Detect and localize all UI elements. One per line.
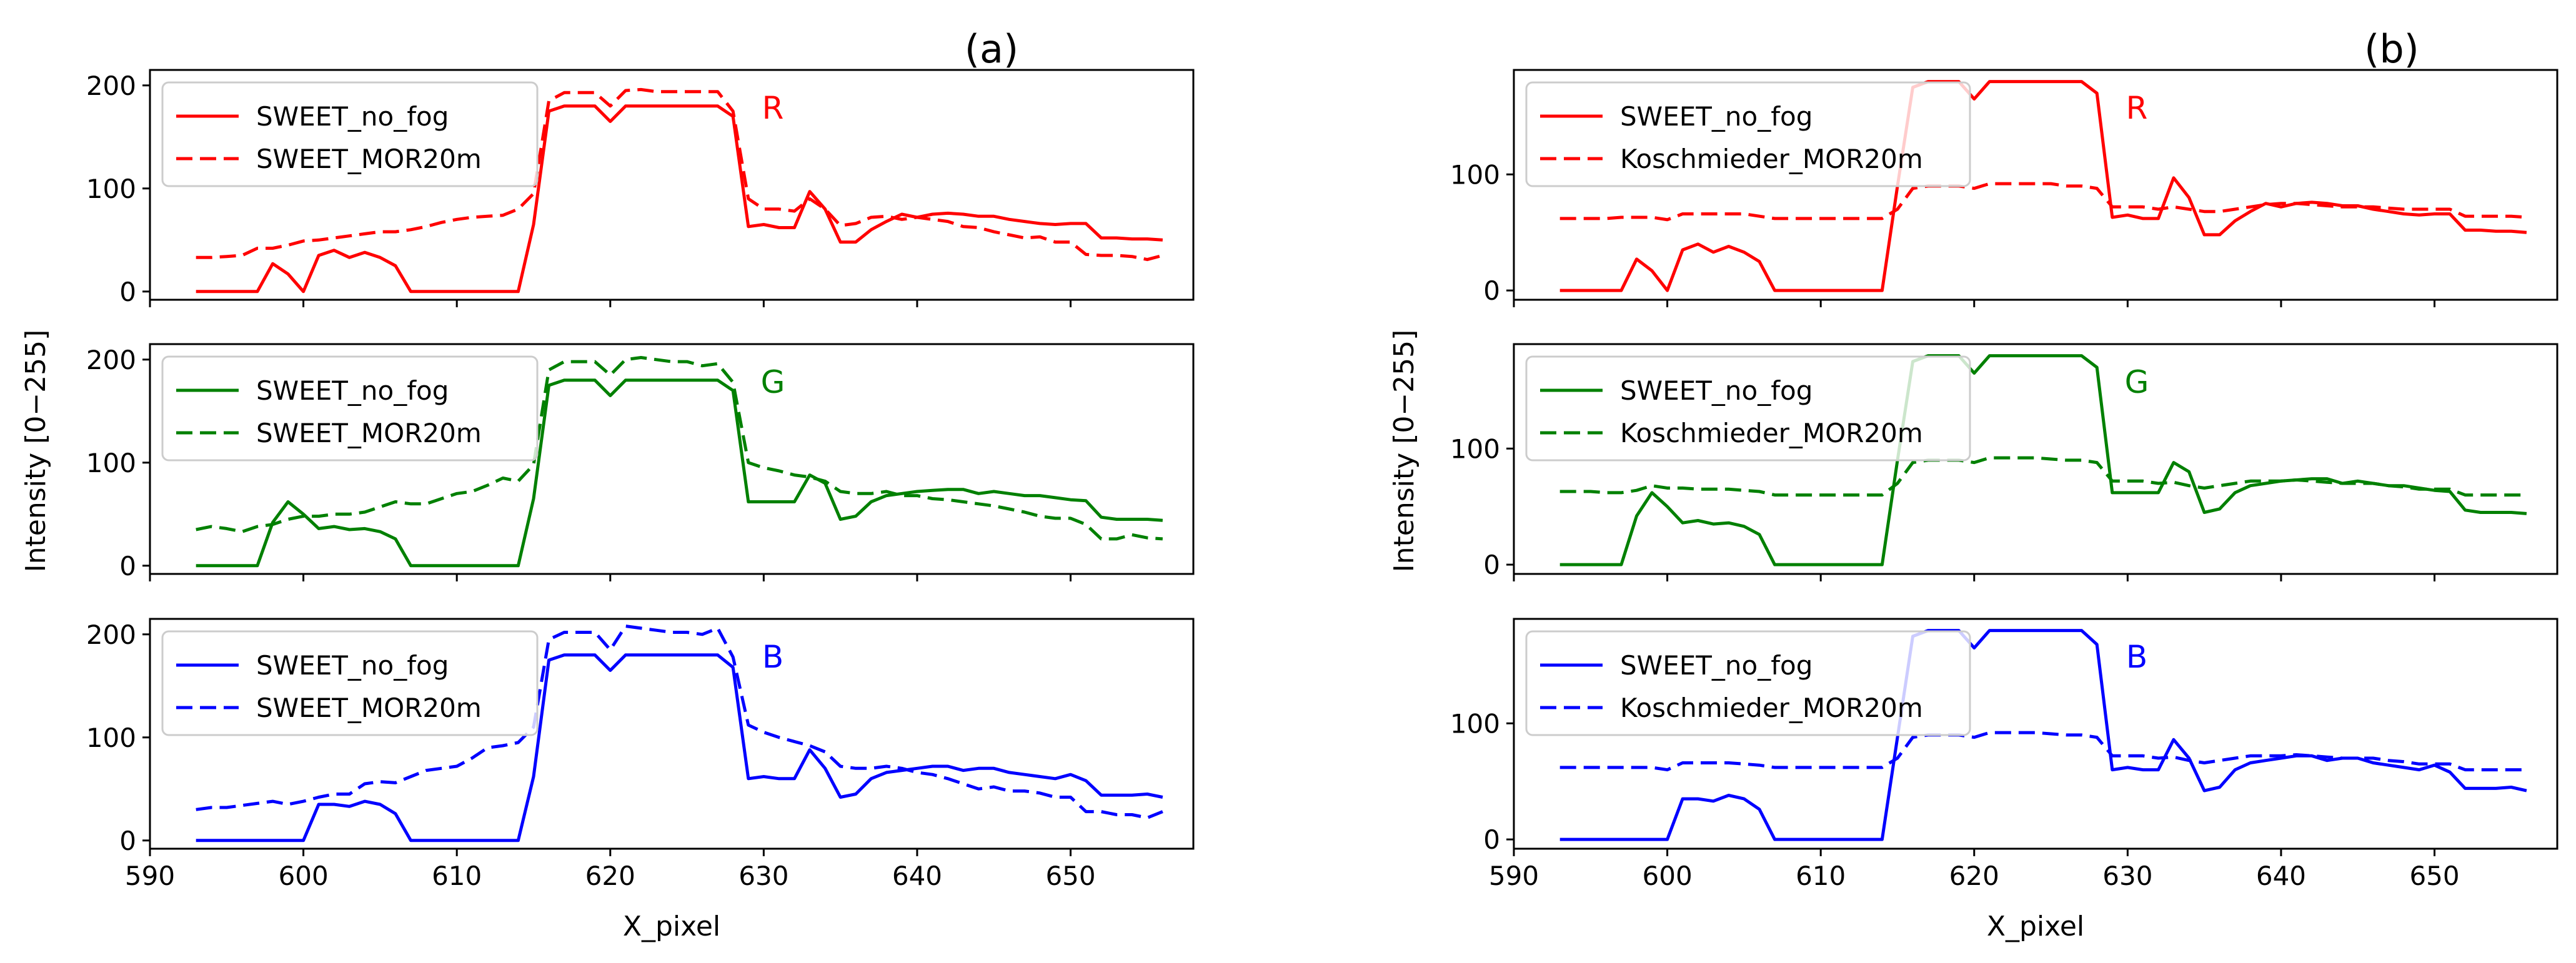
y-tick-label: 100: [86, 448, 136, 478]
axes-frame: [1513, 618, 2559, 850]
subplots: 0 100 200 SWEET_no_fog SWEET_MOR20m R 0 100 200 S…: [86, 69, 2559, 891]
x-tick-label: 590: [125, 861, 175, 891]
series-line-SWEET_no_fog: [1559, 80, 2527, 292]
series-line-SWEET_MOR20m: [196, 356, 1163, 541]
legend: SWEET_no_fog Koschmieder_MOR20m: [1525, 630, 1971, 736]
x-tick-label: 630: [2102, 861, 2152, 891]
legend-box: [1525, 81, 1971, 187]
channel-label: G: [2125, 364, 2149, 400]
x-tick-label: 640: [892, 861, 942, 891]
legend-box: [1525, 630, 1971, 736]
y-tick-label: 0: [119, 551, 136, 581]
y-tick-label: 200: [86, 620, 136, 650]
subplot-2-b: 0 100 200 590 600 610 620 630 640 650 SWEET_no_fog…: [86, 618, 1195, 891]
legend-box: [161, 355, 539, 462]
axes-frame: [149, 618, 1195, 850]
series-line-SWEET_no_fog: [196, 378, 1163, 568]
legend: SWEET_no_fog SWEET_MOR20m: [161, 630, 539, 736]
series-line-SWEET_no_fog: [196, 653, 1163, 842]
channel-label: R: [2126, 90, 2148, 126]
series-line-Koschmieder_MOR20m: [1559, 456, 2527, 497]
panel-b-tag: (b): [2364, 26, 2419, 72]
channel-label: G: [761, 364, 785, 400]
x-tick-label: 600: [279, 861, 329, 891]
legend-label: SWEET_MOR20m: [256, 693, 482, 723]
x-tick-label: 600: [1643, 861, 1693, 891]
y-tick-label: 100: [1450, 433, 1500, 464]
legend-label: SWEET_no_fog: [256, 101, 449, 132]
subplot-4-g: 0 100 SWEET_no_fog Koschmieder_MOR20m G: [1450, 343, 2559, 581]
axes-frame: [1513, 343, 2559, 575]
legend: SWEET_no_fog SWEET_MOR20m: [161, 355, 539, 462]
series-line-SWEET_no_fog: [1559, 629, 2527, 841]
legend: SWEET_no_fog SWEET_MOR20m: [161, 81, 539, 187]
y-tick-label: 0: [1483, 824, 1500, 855]
x-tick-label: 650: [1045, 861, 1095, 891]
series-line-Koschmieder_MOR20m: [1559, 182, 2527, 222]
legend-box: [161, 630, 539, 736]
x-tick-label: 640: [2256, 861, 2306, 891]
subplot-0-r: 0 100 200 SWEET_no_fog SWEET_MOR20m R: [86, 69, 1195, 307]
legend-box: [161, 81, 539, 187]
panel-a-tag: (a): [965, 26, 1018, 72]
y-tick-label: 200: [86, 345, 136, 375]
y-tick-label: 100: [1450, 708, 1500, 739]
panel-a-xlabel: X_pixel: [623, 911, 720, 942]
legend: SWEET_no_fog Koschmieder_MOR20m: [1525, 81, 1971, 187]
x-tick-label: 630: [738, 861, 788, 891]
y-tick-label: 100: [86, 723, 136, 753]
legend-label: SWEET_no_fog: [256, 375, 449, 406]
y-tick-label: 0: [1483, 275, 1500, 306]
series-line-SWEET_no_fog: [196, 104, 1163, 294]
legend-label: SWEET_MOR20m: [256, 144, 482, 174]
legend-label: SWEET_no_fog: [256, 650, 449, 681]
channel-label: R: [762, 90, 784, 126]
series-line-Koschmieder_MOR20m: [1559, 731, 2527, 772]
legend-label: SWEET_no_fog: [1620, 375, 1813, 406]
panel-b-xlabel: X_pixel: [1987, 911, 2084, 942]
legend: SWEET_no_fog Koschmieder_MOR20m: [1525, 355, 1971, 462]
legend-label: SWEET_no_fog: [1620, 101, 1813, 132]
axes-frame: [1513, 69, 2559, 301]
x-tick-label: 620: [585, 861, 635, 891]
axes-frame: [149, 343, 1195, 575]
legend-label: Koschmieder_MOR20m: [1620, 418, 1923, 448]
channel-label: B: [2126, 639, 2147, 675]
x-tick-label: 620: [1949, 861, 1999, 891]
legend-label: Koschmieder_MOR20m: [1620, 693, 1923, 723]
subplot-5-b: 0 100 590 600 610 620 630 640 650 SWEET_no_fog Kos…: [1450, 618, 2559, 891]
x-tick-label: 650: [2409, 861, 2459, 891]
legend-label: SWEET_MOR20m: [256, 418, 482, 448]
legend-label: SWEET_no_fog: [1620, 650, 1813, 681]
y-tick-label: 0: [119, 826, 136, 856]
series-line-SWEET_MOR20m: [196, 625, 1163, 819]
panel-b-ylabel: Intensity [0−255]: [1388, 330, 1420, 573]
subplot-3-r: 0 100 SWEET_no_fog Koschmieder_MOR20m R: [1450, 69, 2559, 307]
x-tick-label: 610: [1796, 861, 1846, 891]
y-tick-label: 100: [1450, 159, 1500, 190]
subplot-1-g: 0 100 200 SWEET_no_fog SWEET_MOR20m G: [86, 343, 1195, 581]
x-tick-label: 590: [1489, 861, 1539, 891]
y-tick-label: 0: [119, 277, 136, 307]
legend-box: [1525, 355, 1971, 462]
channel-label: B: [762, 639, 783, 675]
y-tick-label: 200: [86, 71, 136, 101]
x-tick-label: 610: [432, 861, 482, 891]
legend-label: Koschmieder_MOR20m: [1620, 144, 1923, 174]
y-tick-label: 0: [1483, 550, 1500, 580]
panel-a-ylabel: Intensity [0−255]: [20, 330, 52, 573]
y-tick-label: 100: [86, 174, 136, 204]
axes-frame: [149, 69, 1195, 301]
